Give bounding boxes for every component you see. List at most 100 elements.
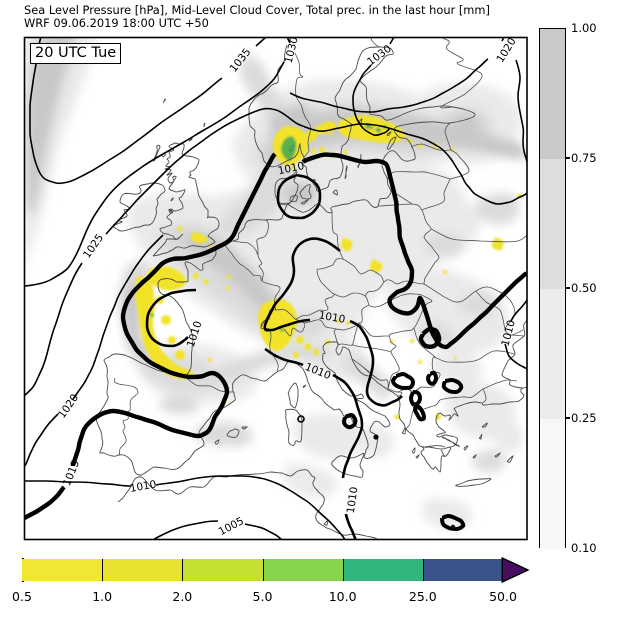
isobars-medium [145,173,403,540]
pressure-blob [440,513,466,532]
pressure-ring [297,415,305,423]
cloud-colorbar-segment [540,28,565,159]
border-path [444,122,452,151]
isobar-path-thick [70,224,241,467]
coastline-path [455,478,492,487]
border-path [279,203,288,206]
precip-spot [161,315,171,325]
border-path [294,52,311,159]
coastline-path [299,184,312,200]
precip-spot-intense [378,129,382,133]
coastline-path [441,436,460,447]
border-path [482,379,511,390]
coastline-path [241,426,249,430]
precip-spot [168,336,176,344]
isobar-path-thin [29,37,223,185]
coastline-path [401,427,406,435]
coastline-path [285,408,303,446]
precip-spot [293,352,299,358]
border-path [482,388,487,404]
border-path [223,243,281,311]
pressure-dot [373,434,379,440]
border-path [377,203,440,285]
cloud-colorbar-segment [540,418,565,549]
precip-spot [291,166,295,170]
isobar-path-thick [418,326,442,349]
isobar-label: 1010 [129,478,157,494]
coastline-path [332,189,338,196]
precip-colorbar [22,558,504,582]
coastline-path [302,384,307,388]
precip-colorbar-divider [342,559,344,581]
precip-spot-intense [370,126,374,130]
precip-spot [407,138,413,144]
precip-colorbar-segment [182,559,264,581]
border-path [439,37,483,109]
precip-spot-heavy [280,328,284,332]
isobars-thick [24,152,527,521]
coastline-path [274,171,299,204]
cloud-colorbar-tick-label: 0.10 [571,541,597,555]
precip-patch [304,129,318,142]
cloud-colorbar-tick [566,287,570,289]
pressure-blobs [341,370,466,532]
border-path [435,350,515,363]
coastline-path [323,520,328,526]
isobars-thin [24,37,527,540]
precip-patch [135,276,194,380]
coastline-path [300,199,310,205]
coastline-path [506,455,514,463]
isobar-path-medium [264,347,304,367]
isobar-path-medium [344,513,357,540]
coastline-path [494,452,501,458]
border-path [370,37,380,48]
precip-colorbar-arrow-shape [501,556,530,584]
isobar-label: 1010 [345,486,361,514]
isobar-path-thin [24,262,83,397]
timestamp-box: 20 UTC Tue [30,42,122,64]
precip-colorbar-tick-label: 25.0 [408,589,437,604]
isobar-path-thin [289,58,489,113]
precip-spot [410,339,414,343]
precip-colorbar-segment [422,559,504,581]
coastline-path [435,386,527,448]
precip-colorbar-segment [102,559,184,581]
coastline-path [481,422,488,428]
pressure-blob [412,404,427,422]
coastline-path [386,131,392,136]
border-path [334,292,370,306]
isobar-path-thick [24,485,66,521]
coastline-path [188,137,193,142]
isobar-path-thin [24,413,59,468]
cloud-grain [24,37,527,540]
precip-spot [182,367,188,373]
coastline-path [424,445,446,448]
precip-colorbar-tick-label: 5.0 [252,589,273,604]
border-path [342,258,385,283]
border-path [333,330,339,346]
isobar-path-thick [301,152,527,350]
border-path [232,240,259,256]
coastline-path [472,453,477,459]
border-path [275,309,296,320]
coastline-path [415,453,420,459]
precip-colorbar-divider [422,559,424,581]
isobar-path-medium [263,237,341,332]
border-path [413,327,437,359]
cloud-colorbar-tick-label: 1.00 [571,21,597,35]
precip-colorbar-divider [102,559,104,581]
border-path [358,304,370,324]
precip-colorbar-segment [342,559,424,581]
coastline-path [226,428,240,438]
map-frame [23,36,528,541]
border-path [421,178,451,211]
precip-colorbar-divider [182,559,184,581]
precip-spot [227,275,231,279]
precip-patch [491,237,504,251]
coastline-path [478,433,483,440]
coastline-path [152,142,220,257]
coastline-path [501,319,527,389]
precip-spot [310,148,316,154]
border-path [387,335,400,390]
